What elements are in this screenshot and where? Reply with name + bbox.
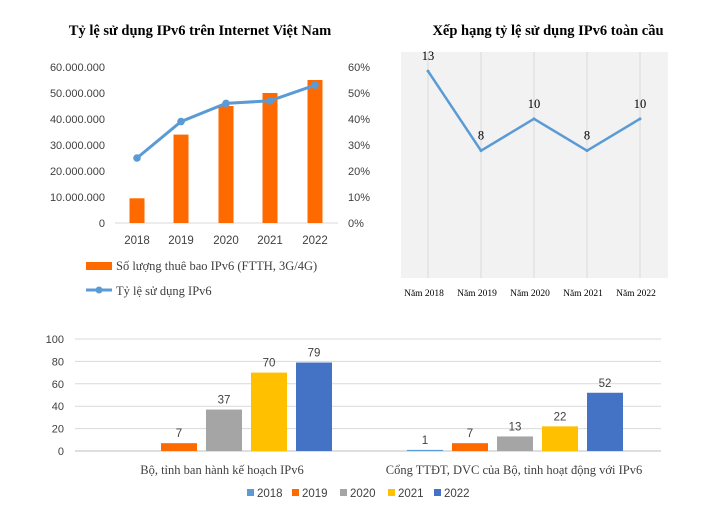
chart1-y2-tick: 50% (348, 88, 370, 100)
chart1-y2-tick: 20% (348, 166, 370, 178)
chart2-x-tick: Năm 2018 (404, 289, 444, 299)
chart1-rate-point (311, 81, 319, 89)
chart2-data-label: 8 (478, 129, 484, 143)
chart3-legend-label: 2022 (444, 488, 470, 500)
chart1-bar (218, 106, 234, 223)
chart1-rate-point (177, 117, 185, 126)
chart1-title: Tỷ lệ sử dụng IPv6 trên Internet Việt Na… (69, 23, 331, 39)
chart2-rank-point (426, 69, 430, 73)
legend-bar-label: Số lượng thuê bao IPv6 (FTTH, 3G/4G) (116, 259, 317, 273)
chart3-bar (206, 409, 242, 451)
chart1-y2-tick: 10% (348, 192, 370, 204)
chart3-data-label: 7 (176, 428, 182, 440)
chart3-legend-swatch (434, 489, 441, 496)
chart3-bar (161, 443, 197, 451)
chart2-data-label: 10 (528, 97, 541, 111)
chart1-rate-point (266, 97, 274, 105)
chart1-y-tick: 10.000.000 (50, 192, 105, 204)
chart2-x-tick: Năm 2020 (510, 289, 550, 299)
chart1-y2-tick: 30% (348, 140, 370, 152)
chart3-bar (296, 362, 332, 451)
chart1-bar (262, 93, 278, 223)
chart3-bar (542, 426, 578, 451)
chart2-rank-point (638, 117, 642, 121)
chart3-bar (452, 443, 488, 451)
chart1-rate-point (222, 99, 230, 108)
chart3-y-tick: 20 (52, 424, 64, 436)
chart3-data-label: 79 (308, 348, 321, 360)
chart2-title: Xếp hạng tỷ lệ sử dụng IPv6 toàn cầu (432, 23, 663, 39)
chart1-y-tick: 20.000.000 (50, 166, 105, 178)
chart3-y-tick: 100 (46, 334, 64, 346)
chart3-data-label: 52 (599, 378, 612, 390)
chart-ipv6-global-rank: Xếp hạng tỷ lệ sử dụng IPv6 toàn cầu 13 8… (401, 23, 668, 299)
chart3-legend-label: 2018 (257, 488, 283, 500)
chart3-x-tick: Bộ, tỉnh ban hành kế hoạch IPv6 (140, 463, 304, 477)
chart3-y-tick: 40 (52, 401, 64, 413)
chart1-bar (173, 134, 189, 223)
chart-ipv6-vietnam: Tỷ lệ sử dụng IPv6 trên Internet Việt Na… (50, 23, 370, 298)
chart3-legend-label: 2021 (398, 488, 424, 500)
chart2-x-tick: Năm 2021 (563, 289, 603, 299)
chart3-legend-swatch (388, 489, 395, 496)
chart1-y-tick: 30.000.000 (50, 140, 105, 152)
chart3-bar (587, 392, 623, 451)
chart3-data-label: 70 (263, 358, 276, 370)
chart1-x-tick: 2020 (213, 235, 239, 247)
chart1-x-tick: 2021 (257, 235, 283, 247)
chart-ipv6-deployment: 0 20 40 60 80 100 7 37 70 79 1 7 13 22 52 Bộ, tỉnh ba… (46, 334, 661, 500)
legend-bar-swatch (86, 262, 112, 270)
chart3-legend: 2018 2019 2020 2021 2022 (247, 488, 470, 500)
chart2-rank-point (585, 149, 589, 153)
chart3-bar (407, 449, 443, 451)
chart2-data-label: 13 (422, 49, 435, 63)
chart3-bar (497, 436, 533, 451)
chart1-x-tick: 2022 (302, 235, 328, 247)
legend-line-label: Tỷ lệ sử dụng IPv6 (116, 284, 212, 298)
chart1-legend: Số lượng thuê bao IPv6 (FTTH, 3G/4G) Tỷ … (86, 259, 317, 298)
chart2-rank-point (532, 117, 536, 121)
chart1-bar (307, 80, 323, 223)
chart2-data-label: 10 (634, 97, 647, 111)
chart3-y-tick: 80 (52, 356, 64, 368)
chart1-x-tick: 2019 (168, 235, 194, 247)
chart1-y2-tick: 0% (348, 218, 364, 230)
chart1-y2-tick: 60% (348, 62, 370, 74)
chart3-y-tick: 60 (52, 379, 64, 391)
chart2-data-label: 8 (584, 129, 590, 143)
chart3-data-label: 1 (422, 435, 428, 447)
chart3-legend-label: 2020 (350, 488, 376, 500)
chart1-y-tick: 60.000.000 (50, 62, 105, 74)
chart3-data-label: 37 (218, 395, 231, 407)
chart2-x-tick: Năm 2019 (457, 289, 497, 299)
chart2-rank-point (479, 149, 483, 153)
legend-line-marker (95, 286, 103, 294)
chart3-data-label: 13 (509, 421, 522, 433)
chart3-legend-swatch (340, 489, 347, 496)
chart3-data-label: 22 (554, 411, 567, 423)
chart3-legend-swatch (247, 489, 254, 496)
chart1-y-tick: 0 (99, 218, 105, 230)
chart3-legend-swatch (292, 489, 299, 496)
chart2-x-tick: Năm 2022 (616, 289, 656, 299)
chart1-y-tick: 50.000.000 (50, 88, 105, 100)
chart3-y-tick: 0 (58, 446, 64, 458)
chart1-rate-point (133, 154, 141, 162)
chart3-data-label: 7 (467, 428, 473, 440)
chart1-x-tick: 2018 (124, 235, 150, 247)
chart1-y2-tick: 40% (348, 114, 370, 126)
chart1-y-tick: 40.000.000 (50, 114, 105, 126)
chart3-x-tick: Cổng TTĐT, DVC của Bộ, tỉnh hoạt động vớ… (386, 463, 642, 477)
chart1-bar (129, 198, 145, 223)
chart3-legend-label: 2019 (302, 488, 328, 500)
chart3-bar (251, 372, 287, 451)
